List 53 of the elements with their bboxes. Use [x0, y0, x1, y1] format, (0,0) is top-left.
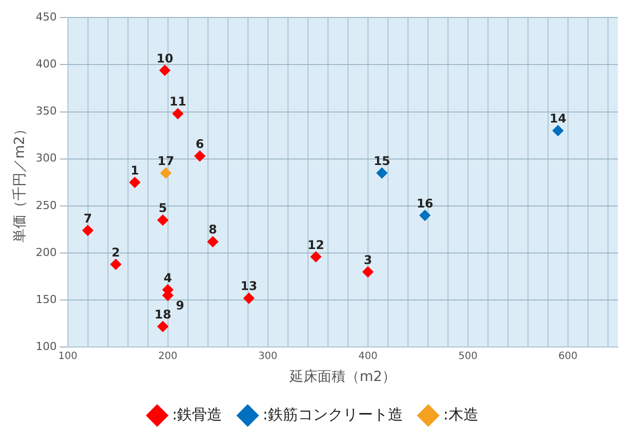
x-tick-label: 100: [58, 350, 78, 362]
point: [82, 224, 94, 236]
x-tick-label: 600: [558, 350, 578, 362]
annotation: 6: [196, 137, 204, 152]
y-tick-label: 300: [36, 152, 57, 165]
point: [157, 214, 168, 226]
annotation: 5: [158, 201, 168, 216]
point: [194, 150, 206, 162]
y-axis-title: 単価（千円／m2）: [12, 122, 28, 243]
annotation: 17: [157, 154, 174, 168]
legend-label: :木造: [443, 405, 478, 424]
annotation: 14: [550, 112, 566, 126]
x-tick-label: 400: [358, 350, 378, 362]
x-axis-title: 延床面積（m2）: [288, 369, 396, 386]
point: [243, 292, 254, 304]
legend-label: :鉄骨造: [172, 405, 222, 424]
point: [552, 125, 564, 136]
y-tick-label: 200: [36, 246, 57, 259]
point: [172, 108, 184, 120]
y-tick-label: 100: [36, 340, 57, 354]
point: [160, 167, 172, 178]
annotation: 15: [374, 154, 390, 168]
annotation: 4: [164, 270, 172, 285]
annotation: 3: [364, 252, 372, 267]
legend-label: :鉄筋コンクリート造: [262, 405, 403, 424]
annotation: 8: [208, 222, 218, 237]
annotation: 7: [84, 211, 92, 226]
annotation: 11: [169, 94, 186, 109]
annotation: 18: [154, 307, 172, 322]
point: [362, 266, 374, 278]
y-tick-label: 250: [36, 198, 57, 212]
y-tick-label: 400: [36, 58, 57, 71]
point: [207, 236, 218, 248]
x-tick-label: 500: [458, 350, 478, 362]
x-tick-label: 300: [258, 350, 278, 362]
y-tick-label: 150: [36, 292, 57, 306]
annotation: 12: [308, 238, 324, 252]
point: [110, 258, 122, 270]
point: [157, 320, 168, 332]
annotation: 10: [156, 51, 174, 66]
x-tick-label: 200: [158, 350, 178, 362]
y-tick-label: 350: [36, 104, 57, 118]
annotation: 16: [416, 196, 434, 210]
point: [129, 176, 140, 188]
point: [376, 167, 388, 178]
point: [159, 64, 170, 76]
annotation: 13: [240, 279, 258, 294]
y-tick-label: 450: [36, 10, 57, 24]
annotation: 2: [112, 245, 120, 260]
point: [310, 251, 322, 262]
annotation: 9: [176, 298, 184, 312]
annotation: 1: [130, 163, 140, 178]
point: [419, 210, 430, 221]
